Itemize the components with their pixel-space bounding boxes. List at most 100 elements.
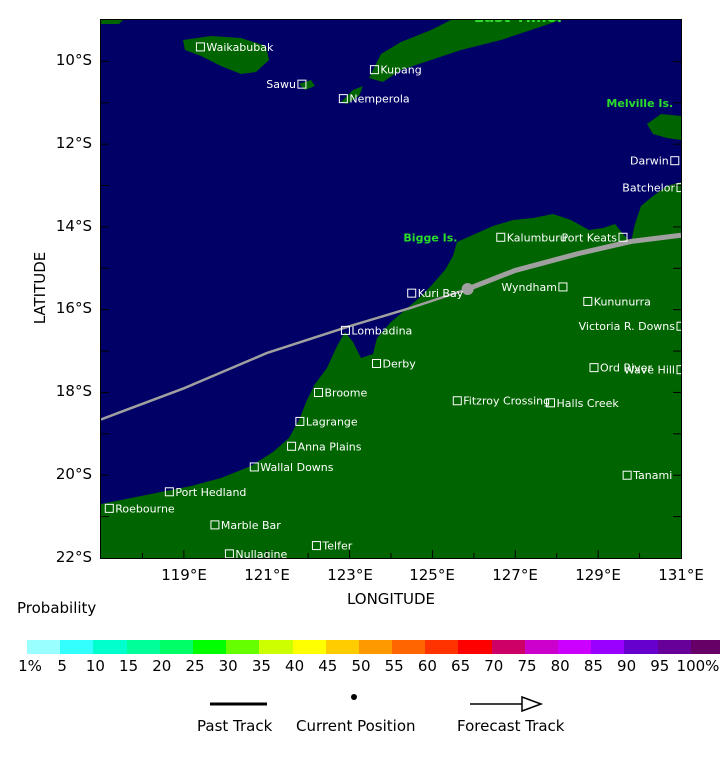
colorbar-label: 30: [218, 657, 238, 675]
colorbar-swatch: [60, 640, 94, 654]
colorbar-swatch: [358, 640, 393, 654]
current-position-marker: [461, 283, 474, 295]
place-label: Kupang: [380, 64, 421, 77]
colorbar-label: 45: [318, 657, 338, 675]
place-label: Wallal Downs: [260, 461, 333, 474]
forecast-track-arrow-icon: [521, 695, 544, 713]
place-marker-icon: [546, 398, 555, 408]
colorbar-label: 1%: [18, 657, 42, 675]
colorbar-swatch: [93, 640, 127, 654]
place-marker-icon: [622, 470, 632, 480]
storm-track: [101, 232, 681, 421]
land-sawu: [299, 80, 315, 90]
colorbar-label: 95: [650, 657, 670, 675]
place-label: Broome: [325, 386, 368, 399]
lon-label: 127°E: [492, 566, 538, 584]
lat-label: 10°S: [55, 51, 92, 69]
track-legend: [210, 694, 544, 713]
colorbar-swatch: [27, 640, 61, 654]
place-label: Fitzroy Crossing: [463, 395, 550, 408]
land-australia: [101, 182, 681, 558]
colorbar-swatch: [524, 640, 558, 654]
place-label: Marble Bar: [221, 519, 281, 532]
place-label: Lagrange: [306, 415, 358, 428]
place-label: Batchelor: [622, 182, 675, 195]
place-label: Nemperola: [349, 93, 409, 106]
colorbar-swatch: [425, 640, 459, 654]
place-label: Sawu: [266, 78, 296, 91]
place-marker-icon: [496, 232, 506, 242]
lon-label: 129°E: [575, 566, 621, 584]
place-label: Lombadina: [351, 324, 412, 337]
place-marker-icon: [297, 79, 307, 89]
region-label: East Timor: [474, 20, 565, 26]
colorbar-swatch: [259, 640, 293, 654]
region-labels: East Timor Melville Is. Bigge Is.: [403, 20, 673, 244]
colorbar-label: 70: [484, 657, 504, 675]
place-marker-icon: [287, 441, 297, 451]
place-label: Darwin: [630, 155, 669, 168]
colorbar-label: 15: [119, 657, 139, 675]
colorbar-swatch: [392, 640, 426, 654]
place-label: Kuri Bay: [418, 287, 464, 300]
place-label: Ord River: [600, 362, 652, 375]
place-marker-icon: [311, 541, 321, 551]
place-label: Halls Creek: [557, 397, 620, 410]
region-label: Melville Is.: [606, 97, 673, 110]
land-timor: [369, 20, 561, 82]
colorbar-label: 10: [85, 657, 105, 675]
place-marker-icon: [589, 363, 599, 373]
place-marker-icon: [210, 520, 220, 530]
colorbar-label: 80: [550, 657, 570, 675]
lon-label: 123°E: [327, 566, 373, 584]
place-marker-icon: [407, 288, 417, 298]
place-marker-icon: [164, 487, 174, 497]
place-label: Derby: [383, 357, 417, 370]
colorbar-label: 90: [617, 657, 637, 675]
lat-label: 12°S: [55, 134, 92, 152]
place-label: Anna Plains: [298, 440, 362, 453]
colorbar-swatch: [325, 640, 359, 654]
lon-label: 121°E: [244, 566, 290, 584]
place-label: Tanami: [632, 469, 672, 482]
colorbar-label: 55: [384, 657, 404, 675]
current-position-label: Current Position: [296, 717, 416, 735]
colorbar-label: 20: [152, 657, 172, 675]
y-axis-title: LATITUDE: [31, 251, 49, 325]
colorbar-swatch: [690, 640, 720, 654]
place-label: Kununurra: [594, 295, 651, 308]
place-label: Victoria R. Downs: [579, 320, 676, 333]
colorbar-label: 25: [185, 657, 205, 675]
place-marker-icon: [676, 321, 681, 331]
colorbar-swatch: [491, 640, 525, 654]
land-flores: [101, 20, 123, 24]
lat-label: 14°S: [55, 217, 92, 235]
colorbar-swatch: [192, 640, 227, 654]
probability-title: Probability: [17, 599, 97, 617]
past-track-label: Past Track: [197, 717, 273, 735]
place-marker-icon: [558, 282, 568, 292]
lon-label: 131°E: [658, 566, 704, 584]
colorbar-label: 85: [583, 657, 603, 675]
lat-label: 20°S: [55, 465, 92, 483]
lat-label: 22°S: [55, 548, 92, 566]
place-marker-icon: [452, 396, 462, 406]
lon-label: 125°E: [409, 566, 455, 584]
place-marker-icon: [369, 65, 379, 75]
colorbar-swatch: [292, 640, 326, 654]
place-markers: Waikabubak Kupang Sawu Nemperola Darwin Batch…: [104, 41, 681, 558]
place-marker-icon: [295, 416, 305, 426]
place-label: Roebourne: [115, 502, 175, 515]
colorbar-label: 35: [251, 657, 271, 675]
colorbar-swatch: [226, 640, 260, 654]
past-track-line: [101, 287, 468, 421]
map-canvas: Waikabubak Kupang Sawu Nemperola Darwin Batch…: [101, 20, 681, 558]
lon-label: 119°E: [161, 566, 207, 584]
place-marker-icon: [249, 462, 259, 472]
place-marker-icon: [372, 358, 381, 368]
colorbar-label: 40: [285, 657, 305, 675]
place-label: Waikabubak: [206, 41, 274, 54]
colorbar-swatch: [159, 640, 193, 654]
region-label: Bigge Is.: [403, 231, 457, 244]
x-axis-title: LONGITUDE: [346, 590, 436, 608]
